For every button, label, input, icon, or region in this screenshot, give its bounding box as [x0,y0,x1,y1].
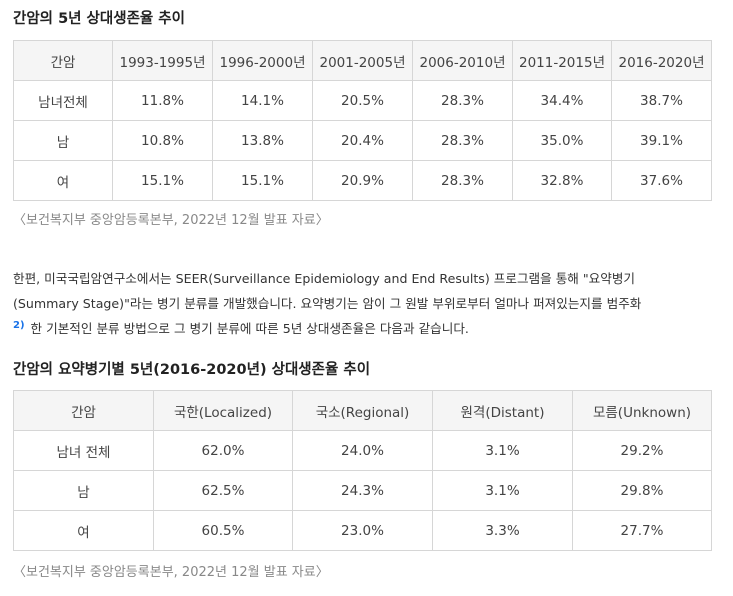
table-cell: 23.0% [292,510,433,551]
header-cell: 1996-2000년 [212,40,313,81]
table-cell: 34.4% [512,80,612,121]
summary-stage-table: 간암 국한(Localized) 국소(Regional) 원격(Distant… [13,390,712,551]
header-cell: 2011-2015년 [512,40,612,81]
header-cell: 2006-2010년 [412,40,513,81]
table-cell: 35.0% [512,120,612,161]
table-cell: 15.1% [112,160,213,201]
header-cell: 간암 [13,40,113,81]
table-cell: 32.8% [512,160,612,201]
table-cell: 37.6% [611,160,712,201]
table-cell: 14.1% [212,80,313,121]
table-cell: 29.8% [572,470,712,511]
section-1-title: 간암의 5년 상대생존율 추이 [13,11,185,27]
header-cell: 2016-2020년 [611,40,712,81]
section-2-title: 간암의 요약병기별 5년(2016-2020년) 상대생존율 추이 [13,362,371,378]
table-cell: 3.1% [432,470,573,511]
table-cell: 60.5% [153,510,293,551]
table-row: 남 62.5% 24.3% 3.1% 29.8% [13,470,712,511]
paragraph-line: 한편, 미국국립암연구소에서는 SEER(Surveillance Epidem… [13,271,636,286]
footnote-link[interactable]: 2) [13,320,25,331]
table-header-row: 간암 국한(Localized) 국소(Regional) 원격(Distant… [13,390,712,431]
table-row: 남녀전체 11.8% 14.1% 20.5% 28.3% 34.4% 38.7% [13,80,712,121]
header-cell: 모름(Unknown) [572,390,712,431]
header-cell: 국소(Regional) [292,390,433,431]
table-cell: 29.2% [572,430,712,471]
table-row: 여 15.1% 15.1% 20.9% 28.3% 32.8% 37.6% [13,160,712,201]
header-cell: 국한(Localized) [153,390,293,431]
table-cell: 24.3% [292,470,433,511]
table-cell: 20.4% [312,120,413,161]
survival-trend-table: 간암 1993-1995년 1996-2000년 2001-2005년 2006… [13,40,712,201]
source-caption: 〈보건복지부 중앙암등록본부, 2022년 12월 발표 자료〉 [13,213,329,228]
table-cell: 10.8% [112,120,213,161]
header-cell: 간암 [13,390,154,431]
source-caption: 〈보건복지부 중앙암등록본부, 2022년 12월 발표 자료〉 [13,565,329,580]
header-cell: 2001-2005년 [312,40,413,81]
table-row: 여 60.5% 23.0% 3.3% 27.7% [13,510,712,551]
table-cell: 39.1% [611,120,712,161]
table-cell: 27.7% [572,510,712,551]
table-cell: 13.8% [212,120,313,161]
paragraph-line: 한 기본적인 분류 방법으로 그 병기 분류에 따른 5년 상대생존율은 다음과… [30,321,469,336]
body-paragraph: 한편, 미국국립암연구소에서는 SEER(Surveillance Epidem… [13,266,725,343]
header-cell: 원격(Distant) [432,390,573,431]
table-cell: 3.3% [432,510,573,551]
table-row: 남 10.8% 13.8% 20.4% 28.3% 35.0% 39.1% [13,120,712,161]
table-cell: 62.0% [153,430,293,471]
row-label-cell: 남 [13,470,154,511]
table-cell: 15.1% [212,160,313,201]
table-cell: 38.7% [611,80,712,121]
table-cell: 28.3% [412,80,513,121]
table-cell: 11.8% [112,80,213,121]
table-cell: 3.1% [432,430,573,471]
table-cell: 28.3% [412,120,513,161]
table-header-row: 간암 1993-1995년 1996-2000년 2001-2005년 2006… [13,40,712,81]
paragraph-line: (Summary Stage)"라는 병기 분류를 개발했습니다. 요약병기는 … [13,296,642,311]
table-cell: 28.3% [412,160,513,201]
row-label-cell: 남 [13,120,113,161]
table-cell: 20.5% [312,80,413,121]
header-cell: 1993-1995년 [112,40,213,81]
table-cell: 20.9% [312,160,413,201]
row-label-cell: 여 [13,510,154,551]
row-label-cell: 여 [13,160,113,201]
table-cell: 62.5% [153,470,293,511]
table-row: 남녀 전체 62.0% 24.0% 3.1% 29.2% [13,430,712,471]
table-cell: 24.0% [292,430,433,471]
row-label-cell: 남녀전체 [13,80,113,121]
row-label-cell: 남녀 전체 [13,430,154,471]
